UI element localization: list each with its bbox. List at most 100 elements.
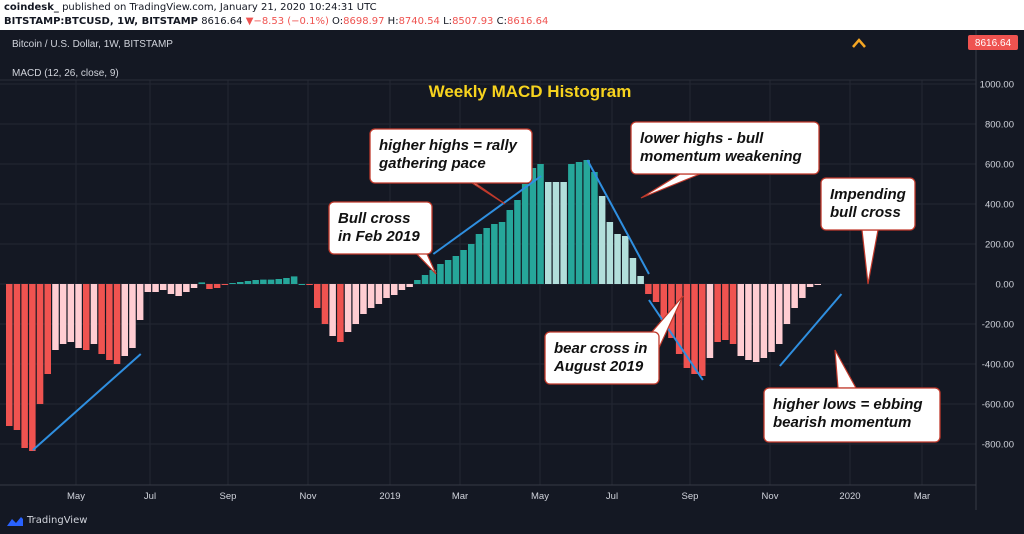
histogram-bar xyxy=(791,284,798,308)
publication-date: published on TradingView.com, January 21… xyxy=(58,2,377,13)
histogram-bar xyxy=(591,172,598,284)
histogram-bar xyxy=(83,284,90,350)
y-tick-label: 800.00 xyxy=(985,120,1014,131)
histogram-bar xyxy=(444,260,452,284)
histogram-bar xyxy=(598,196,606,284)
histogram-bar xyxy=(814,284,821,285)
histogram-bar xyxy=(622,236,629,284)
histogram-bar xyxy=(468,244,475,284)
histogram-bar xyxy=(529,168,537,284)
callout-text-line: lower highs - bull xyxy=(640,130,764,147)
histogram-bar xyxy=(306,284,313,285)
histogram-bar xyxy=(206,284,213,289)
histogram-bar xyxy=(752,284,760,362)
publisher-name[interactable]: coindesk_ xyxy=(4,2,59,13)
histogram-bar xyxy=(337,284,344,342)
histogram-bar xyxy=(645,284,652,294)
y-tick-label: 600.00 xyxy=(985,160,1014,171)
price-badge xyxy=(968,35,1018,50)
callout-pointer xyxy=(834,349,858,389)
histogram-bar xyxy=(167,284,175,294)
down-arrow-icon: ▼ xyxy=(245,16,254,27)
histogram-bar xyxy=(722,284,729,340)
low-label: L: xyxy=(443,16,453,27)
histogram-bar xyxy=(629,258,637,284)
x-axis[interactable]: May Jul Sep Nov 2019 Mar May Jul Sep Nov 2020 Mar xyxy=(67,491,930,502)
histogram-bar xyxy=(714,284,721,342)
histogram-bar xyxy=(329,284,336,336)
histogram-bar xyxy=(252,280,259,284)
publication-header: coindesk_ published on TradingView.com, … xyxy=(0,0,1024,30)
histogram-bar xyxy=(768,284,775,352)
histogram-bar xyxy=(75,284,82,348)
callout-box xyxy=(328,201,433,255)
histogram-bar xyxy=(90,284,98,344)
y-tick-label: 400.00 xyxy=(985,200,1014,211)
y-tick-label: -800.00 xyxy=(982,440,1014,451)
histogram-bar xyxy=(699,284,706,376)
callout-text-line: bull cross xyxy=(830,204,901,221)
callout-text-line: higher highs = rally xyxy=(379,137,518,154)
y-tick-label: -400.00 xyxy=(982,360,1014,371)
histogram-bar xyxy=(160,284,167,290)
histogram-bar xyxy=(729,284,737,344)
histogram-bar xyxy=(59,284,67,344)
histogram-bar xyxy=(614,234,621,284)
tradingview-brand[interactable]: TradingView xyxy=(27,515,88,526)
histogram-bar xyxy=(360,284,367,314)
histogram-bar xyxy=(36,284,44,404)
histogram-bar xyxy=(190,284,198,288)
chart-panel[interactable]: higher highs = rally gathering pace Bull c… xyxy=(0,30,1024,510)
x-tick-label: Mar xyxy=(914,491,930,502)
y-tick-label: 0.00 xyxy=(996,280,1015,291)
histogram-bar xyxy=(537,164,544,284)
y-tick-label: 1000.00 xyxy=(980,80,1014,91)
histogram-bar xyxy=(783,284,791,324)
histogram-bar xyxy=(483,228,490,284)
histogram-bar xyxy=(429,270,436,284)
open-label: O: xyxy=(332,16,344,27)
histogram-bar xyxy=(106,284,113,360)
y-tick-label: -200.00 xyxy=(982,320,1014,331)
x-tick-label: May xyxy=(67,491,85,502)
histogram-bar xyxy=(13,284,21,430)
histogram-bar xyxy=(683,284,691,368)
close-value: 8616.64 xyxy=(506,16,549,27)
open-value: 8698.97 xyxy=(343,16,385,27)
y-axis[interactable]: 1000.00 800.00 600.00 400.00 200.00 0.00 -200.… xyxy=(980,80,1014,451)
histogram-bar xyxy=(229,283,236,284)
histogram-bar xyxy=(275,279,282,284)
y-tick-label: 200.00 xyxy=(985,240,1014,251)
histogram-bar xyxy=(113,284,121,364)
last-price: 8616.64 xyxy=(201,16,243,27)
trend-line xyxy=(586,159,650,275)
histogram-bar xyxy=(745,284,752,360)
histogram-bar xyxy=(498,222,506,284)
histogram-bar xyxy=(67,284,75,342)
histogram-bar xyxy=(237,282,244,284)
histogram-bar xyxy=(414,280,421,284)
callout-text-line: gathering pace xyxy=(378,155,486,172)
histogram-bar xyxy=(545,182,552,284)
callout-box xyxy=(763,387,941,443)
histogram-bar xyxy=(506,210,513,284)
scroll-up-chevron-icon[interactable] xyxy=(852,38,866,48)
x-tick-label: Sep xyxy=(682,491,699,502)
histogram-bar xyxy=(806,284,814,287)
histogram-bar xyxy=(375,284,383,304)
histogram-bar xyxy=(491,224,498,284)
callout-box xyxy=(630,121,820,175)
histogram-bar xyxy=(244,281,252,284)
callout-text-line: bear cross in xyxy=(554,340,647,357)
tradingview-logo-icon[interactable] xyxy=(6,515,24,527)
histogram-bar xyxy=(6,284,13,426)
callout-box xyxy=(369,128,533,184)
x-tick-label: Mar xyxy=(452,491,468,502)
histogram-bar xyxy=(583,160,590,284)
x-tick-label: Jul xyxy=(606,491,618,502)
histogram-bar xyxy=(637,276,644,284)
symbol-name[interactable]: BITSTAMP:BTCUSD, 1W, BITSTAMP xyxy=(4,16,198,27)
histogram-bar xyxy=(144,284,152,292)
